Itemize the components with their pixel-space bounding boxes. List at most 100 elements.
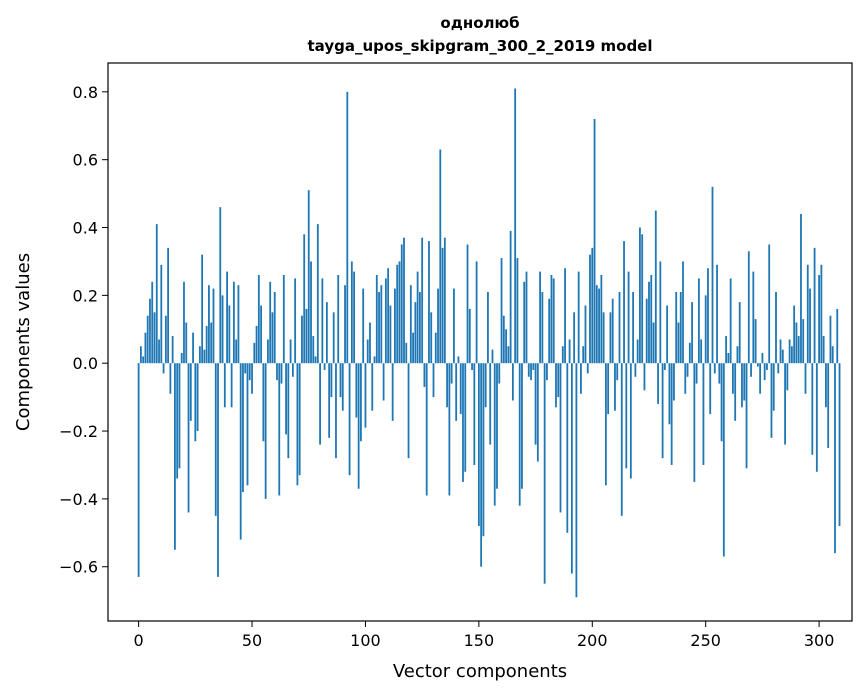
bar-220 (636, 339, 639, 364)
bar-111 (389, 305, 392, 364)
bar-252 (709, 363, 712, 415)
bar-78 (314, 356, 317, 364)
bar-229 (657, 363, 659, 404)
bar-243 (688, 342, 691, 364)
bar-67 (289, 339, 292, 364)
bar-165 (511, 363, 514, 401)
bar-46 (242, 363, 244, 493)
bar-3 (144, 332, 147, 364)
bar-249 (702, 363, 705, 465)
bar-265 (738, 302, 741, 364)
bar-235 (670, 363, 673, 465)
bar-85 (330, 363, 333, 398)
y-tick-label: 0.4 (73, 219, 98, 238)
bar-262 (732, 363, 734, 394)
bar-93 (348, 363, 351, 476)
bar-288 (790, 346, 793, 364)
bar-294 (804, 363, 807, 394)
bar-63 (280, 363, 283, 384)
bar-138 (450, 363, 453, 384)
bar-164 (509, 230, 512, 364)
bar-17 (176, 363, 179, 479)
bar-74 (305, 308, 308, 364)
bar-292 (800, 213, 802, 364)
bar-189 (566, 363, 569, 533)
bar-0 (137, 363, 140, 577)
bar-209 (611, 298, 614, 364)
bar-56 (264, 363, 267, 499)
x-tick-label: 100 (350, 631, 381, 650)
bar-158 (496, 363, 498, 489)
bar-68 (291, 363, 294, 377)
bar-71 (298, 363, 301, 476)
bar-202 (595, 285, 598, 364)
bar-187 (561, 346, 564, 364)
bar-13 (167, 247, 170, 364)
bar-264 (736, 346, 739, 364)
bar-155 (489, 363, 492, 445)
bar-281 (775, 291, 777, 364)
x-tick-label: 150 (464, 631, 495, 650)
bar-108 (382, 363, 385, 401)
bar-92 (346, 91, 349, 364)
bar-305 (829, 315, 832, 364)
bar-230 (659, 261, 662, 364)
bar-153 (484, 363, 487, 408)
bar-272 (754, 319, 757, 364)
bar-219 (634, 363, 637, 377)
bar-99 (362, 288, 365, 364)
bar-47 (244, 363, 247, 374)
bar-181 (548, 298, 551, 364)
bar-79 (316, 224, 319, 364)
bar-173 (530, 363, 532, 381)
bar-24 (192, 332, 194, 364)
bar-23 (189, 363, 192, 421)
bar-70 (296, 363, 299, 486)
bar-2 (142, 356, 145, 364)
bar-266 (741, 363, 743, 408)
y-ticks: −0.6 −0.4 −0.2 0.0 0.2 0.4 0.6 0.8 (59, 83, 108, 577)
bar-88 (337, 275, 340, 364)
bar-141 (457, 356, 460, 364)
bar-283 (779, 339, 782, 364)
bar-83 (325, 302, 328, 364)
bar-223 (643, 363, 646, 391)
bar-295 (806, 264, 809, 364)
bar-36 (219, 207, 222, 364)
bar-308 (836, 308, 839, 364)
bar-273 (756, 363, 759, 367)
bar-168 (518, 363, 521, 506)
bar-7 (153, 312, 156, 364)
bar-293 (802, 319, 805, 364)
bar-212 (618, 291, 621, 364)
bar-6 (151, 281, 154, 364)
bar-239 (679, 291, 682, 364)
bar-118 (405, 342, 408, 364)
bar-62 (278, 363, 281, 496)
bar-296 (809, 288, 811, 364)
bar-84 (328, 363, 331, 438)
bar-307 (834, 363, 836, 554)
bar-136 (446, 363, 449, 408)
bar-169 (521, 363, 523, 489)
bar-40 (228, 305, 231, 364)
bar-114 (396, 264, 399, 364)
bar-156 (491, 349, 494, 364)
bar-145 (466, 244, 469, 364)
bar-214 (623, 241, 625, 364)
bar-61 (276, 363, 278, 381)
bar-236 (673, 363, 675, 401)
bar-29 (203, 349, 206, 364)
bar-37 (221, 295, 224, 364)
bar-234 (668, 363, 671, 425)
x-tick-label: 300 (804, 631, 835, 650)
bar-207 (607, 363, 610, 415)
bar-142 (459, 363, 462, 415)
bar-18 (178, 363, 181, 469)
bar-4 (146, 315, 149, 364)
bar-77 (312, 336, 315, 364)
bar-143 (462, 363, 464, 482)
bar-196 (582, 346, 585, 364)
bar-125 (421, 237, 424, 364)
bar-107 (380, 285, 383, 364)
